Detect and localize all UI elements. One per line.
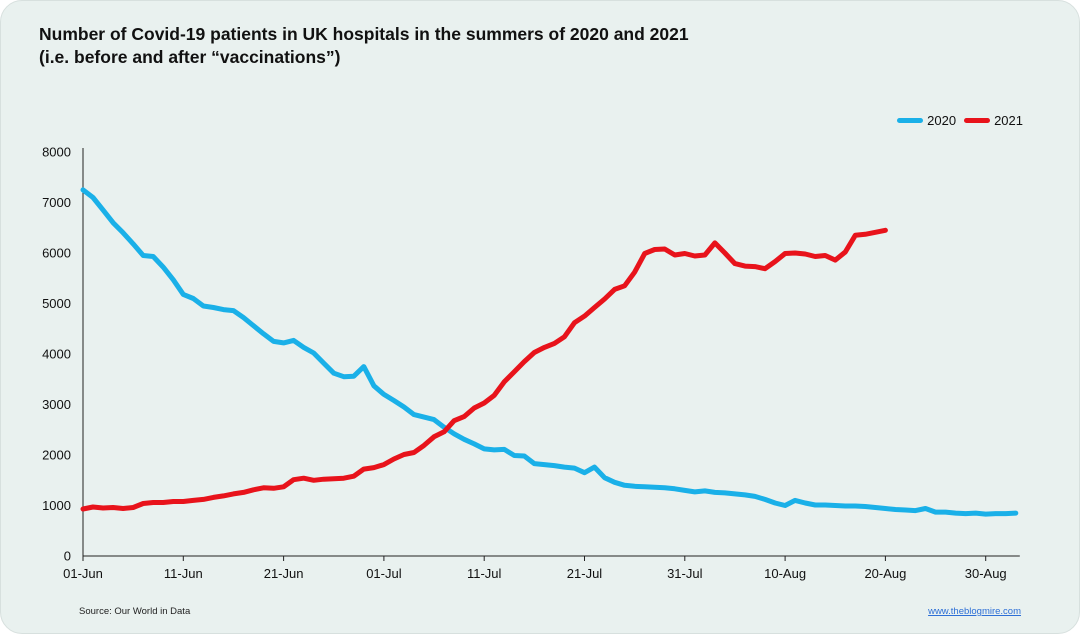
y-tick-label: 5000 [42,296,71,311]
x-tick-label: 20-Aug [864,566,906,581]
series-layer [80,187,1019,517]
y-tick-label: 0 [64,549,71,564]
series-line-2021 [80,227,888,512]
x-tick-label: 31-Jul [667,566,703,581]
y-tick-label: 4000 [42,347,71,362]
legend-swatch-2020 [897,118,924,123]
chart-legend: 2020 2021 [897,113,1023,128]
legend-label-2020: 2020 [927,113,957,128]
x-tick-label: 11-Jun [164,566,203,581]
legend-item-2020: 2020 [897,113,956,128]
source-note: Source: Our World in Data [79,606,191,617]
y-tick-label: 7000 [42,195,71,210]
y-tick-label: 1000 [42,498,71,513]
series-line-2020 [80,187,1019,517]
y-tick-label: 8000 [42,145,71,160]
x-tick-label: 30-Aug [965,566,1007,581]
x-tick-label: 01-Jul [366,566,402,581]
y-tick-label: 6000 [42,246,71,261]
chart-title: Number of Covid-19 patients in UK hospit… [39,23,689,69]
website-link[interactable]: www.theblogmire.com [928,606,1021,617]
chart-title-line-2: (i.e. before and after “vaccinations”) [39,47,341,67]
legend-swatch-2021 [964,118,991,123]
x-tick-label: 10-Aug [764,566,806,581]
x-tick-label: 21-Jul [567,566,603,581]
y-tick-label: 2000 [42,448,71,463]
chart-title-line-1: Number of Covid-19 patients in UK hospit… [39,24,689,44]
x-tick-label: 11-Jul [467,566,502,581]
x-tick-label: 01-Jun [63,566,103,581]
y-axis: 0 1000 2000 3000 4000 5000 6000 7000 8000 [42,145,84,564]
legend-item-2021: 2021 [964,113,1023,128]
x-tick-label: 21-Jun [264,566,304,581]
y-tick-label: 3000 [42,397,71,412]
legend-label-2021: 2021 [994,113,1023,128]
x-axis: 01-Jun 11-Jun 21-Jun 01-Jul 11-Jul 21-Jul 31-J… [63,555,1020,581]
